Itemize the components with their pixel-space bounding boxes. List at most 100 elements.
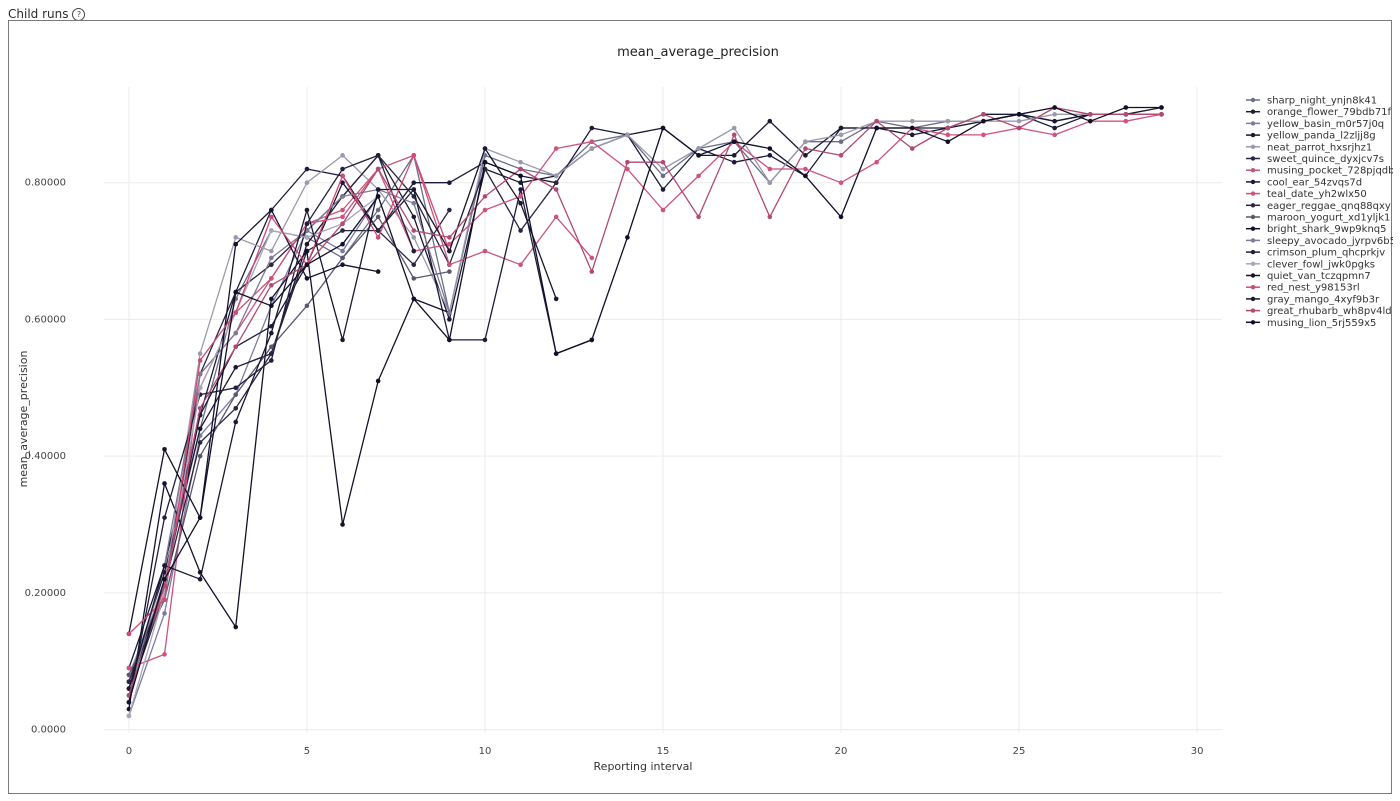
point-maroon_yogurt_xd1yljk1-5[interactable] xyxy=(304,303,310,309)
point-teal_date_yh2wlx50-15[interactable] xyxy=(660,207,666,213)
point-crimson_plum_qhcprkjv-5[interactable] xyxy=(304,221,310,227)
point-neat_parrot_hxsrjhz1-19[interactable] xyxy=(803,139,808,144)
series-line-red_nest_y98153rl[interactable] xyxy=(128,154,451,635)
point-musing_lion_5rj559x5-4[interactable] xyxy=(269,303,274,309)
point-great_rhubarb_wh8pv4ld-17[interactable] xyxy=(731,132,737,138)
point-great_rhubarb_wh8pv4ld-23[interactable] xyxy=(945,125,951,131)
point-musing_lion_5rj559x5-2[interactable] xyxy=(197,515,203,520)
point-musing_lion_5rj559x5-16[interactable] xyxy=(696,153,701,158)
point-gray_mango_4xyf9b3r-4[interactable] xyxy=(269,330,274,336)
point-teal_date_yh2wlx50-19[interactable] xyxy=(803,166,808,172)
point-musing_pocket_728pjqdb-10[interactable] xyxy=(482,248,488,254)
point-yellow_panda_l2zljj8g-9[interactable] xyxy=(447,317,452,322)
point-musing_lion_5rj559x5-8[interactable] xyxy=(411,296,417,302)
point-yellow_panda_l2zljj8g-20[interactable] xyxy=(838,125,844,131)
point-clever_fowl_jwk0pgks-2[interactable] xyxy=(197,385,203,391)
series-musing_lion_5rj559x5[interactable] xyxy=(126,105,1164,705)
point-maroon_yogurt_xd1yljk1-2[interactable] xyxy=(197,453,203,459)
point-musing_lion_5rj559x5-21[interactable] xyxy=(874,125,879,131)
point-eager_reggae_qnq88qxy-6[interactable] xyxy=(340,228,345,233)
point-maroon_yogurt_xd1yljk1-4[interactable] xyxy=(269,344,274,350)
point-great_rhubarb_wh8pv4ld-6[interactable] xyxy=(340,221,345,227)
series-sharp_night_ynjn8k41[interactable] xyxy=(126,112,1164,691)
point-maroon_yogurt_xd1yljk1-3[interactable] xyxy=(233,392,239,397)
series-yellow_panda_l2zljj8g[interactable] xyxy=(126,105,1164,685)
legend-item-crimson_plum_qhcprkjv[interactable]: crimson_plum_qhcprkjv xyxy=(1246,248,1385,259)
point-yellow_panda_l2zljj8g-8[interactable] xyxy=(411,214,417,220)
point-musing_lion_5rj559x5-24[interactable] xyxy=(981,118,986,124)
point-neat_parrot_hxsrjhz1-18[interactable] xyxy=(767,180,773,186)
point-yellow_panda_l2zljj8g-5[interactable] xyxy=(304,241,310,247)
legend-item-teal_date_yh2wlx50[interactable]: teal_date_yh2wlx50 xyxy=(1246,189,1367,200)
point-eager_reggae_qnq88qxy-8[interactable] xyxy=(411,262,417,268)
point-teal_date_yh2wlx50-11[interactable] xyxy=(518,194,523,199)
series-orange_flower_79bdb71f[interactable] xyxy=(126,112,1164,671)
series-gray_mango_4xyf9b3r[interactable] xyxy=(126,146,559,691)
point-orange_flower_79bdb71f-18[interactable] xyxy=(767,153,773,158)
point-red_nest_y98153rl-1[interactable] xyxy=(162,597,167,602)
point-gray_mango_4xyf9b3r-3[interactable] xyxy=(233,419,239,425)
point-great_rhubarb_wh8pv4ld-29[interactable] xyxy=(1159,112,1164,117)
question-circle-icon[interactable]: ? xyxy=(72,7,86,21)
point-musing_lion_5rj559x5-23[interactable] xyxy=(945,139,951,144)
point-musing_lion_5rj559x5-28[interactable] xyxy=(1123,105,1129,110)
point-sweet_quince_dyxjcv7s-11[interactable] xyxy=(518,228,523,233)
point-crimson_plum_qhcprkjv-8[interactable] xyxy=(411,248,417,254)
point-musing_lion_5rj559x5-27[interactable] xyxy=(1087,118,1093,124)
point-neat_parrot_hxsrjhz1-25[interactable] xyxy=(1016,118,1022,124)
legend-item-yellow_basin_m0r57j0q[interactable]: yellow_basin_m0r57j0q xyxy=(1246,119,1384,130)
point-musing_pocket_728pjqdb-11[interactable] xyxy=(518,262,523,268)
point-teal_date_yh2wlx50-16[interactable] xyxy=(696,173,701,179)
point-yellow_panda_l2zljj8g-19[interactable] xyxy=(803,153,808,158)
legend-item-quiet_van_tczqpmn7[interactable]: quiet_van_tczqpmn7 xyxy=(1246,271,1371,282)
point-gray_mango_4xyf9b3r-10[interactable] xyxy=(482,146,488,151)
point-sleepy_avocado_jyrpv6b5-8[interactable] xyxy=(411,200,417,206)
point-teal_date_yh2wlx50-18[interactable] xyxy=(767,166,773,172)
point-sleepy_avocado_jyrpv6b5-3[interactable] xyxy=(233,330,239,336)
point-neat_parrot_hxsrjhz1-11[interactable] xyxy=(518,159,523,165)
point-musing_lion_5rj559x5-25[interactable] xyxy=(1016,112,1022,117)
point-cool_ear_54zvqs7d-10[interactable] xyxy=(482,337,488,343)
point-teal_date_yh2wlx50-14[interactable] xyxy=(625,166,630,172)
point-gray_mango_4xyf9b3r-7[interactable] xyxy=(375,187,381,192)
legend-item-maroon_yogurt_xd1yljk1[interactable]: maroon_yogurt_xd1yljk1 xyxy=(1246,213,1390,224)
series-maroon_yogurt_xd1yljk1[interactable] xyxy=(126,214,452,678)
legend-item-neat_parrot_hxsrjhz1[interactable]: neat_parrot_hxsrjhz1 xyxy=(1246,142,1372,153)
point-teal_date_yh2wlx50-21[interactable] xyxy=(874,159,879,165)
point-musing_lion_5rj559x5-15[interactable] xyxy=(660,125,666,131)
point-teal_date_yh2wlx50-0[interactable] xyxy=(126,665,132,671)
point-musing_pocket_728pjqdb-12[interactable] xyxy=(553,214,559,220)
point-musing_pocket_728pjqdb-6[interactable] xyxy=(340,207,345,213)
point-musing_lion_5rj559x5-7[interactable] xyxy=(375,194,381,199)
point-teal_date_yh2wlx50-13[interactable] xyxy=(589,139,595,144)
point-eager_reggae_qnq88qxy-3[interactable] xyxy=(233,405,239,411)
point-great_rhubarb_wh8pv4ld-25[interactable] xyxy=(1016,125,1022,131)
legend-item-gray_mango_4xyf9b3r[interactable]: gray_mango_4xyf9b3r xyxy=(1246,294,1380,305)
point-sweet_quince_dyxjcv7s-12[interactable] xyxy=(553,180,559,186)
point-musing_lion_5rj559x5-22[interactable] xyxy=(909,125,915,131)
point-gray_mango_4xyf9b3r-6[interactable] xyxy=(340,337,345,343)
series-line-musing_lion_5rj559x5[interactable] xyxy=(128,106,1162,703)
point-great_rhubarb_wh8pv4ld-11[interactable] xyxy=(518,166,523,172)
point-maroon_yogurt_xd1yljk1-9[interactable] xyxy=(447,269,452,274)
point-teal_date_yh2wlx50-26[interactable] xyxy=(1052,132,1057,138)
point-great_rhubarb_wh8pv4ld-14[interactable] xyxy=(625,159,630,165)
legend-item-musing_pocket_728pjqdb[interactable]: musing_pocket_728pjqdb xyxy=(1246,166,1393,177)
point-great_rhubarb_wh8pv4ld-18[interactable] xyxy=(767,214,773,220)
point-teal_date_yh2wlx50-12[interactable] xyxy=(553,146,559,151)
legend-item-sharp_night_ynjn8k41[interactable]: sharp_night_ynjn8k41 xyxy=(1246,96,1377,107)
point-teal_date_yh2wlx50-1[interactable] xyxy=(162,652,167,657)
point-bright_shark_9wp9knq5-4[interactable] xyxy=(269,296,274,302)
point-great_rhubarb_wh8pv4ld-21[interactable] xyxy=(874,118,879,124)
point-neat_parrot_hxsrjhz1-22[interactable] xyxy=(909,118,915,124)
legend-item-great_rhubarb_wh8pv4ld[interactable]: great_rhubarb_wh8pv4ld xyxy=(1246,306,1392,317)
point-neat_parrot_hxsrjhz1-13[interactable] xyxy=(589,146,595,151)
point-orange_flower_79bdb71f-5[interactable] xyxy=(304,166,310,172)
point-musing_lion_5rj559x5-19[interactable] xyxy=(803,173,808,179)
point-orange_flower_79bdb71f-8[interactable] xyxy=(411,180,417,186)
point-neat_parrot_hxsrjhz1-12[interactable] xyxy=(553,173,559,179)
point-great_rhubarb_wh8pv4ld-12[interactable] xyxy=(553,187,559,192)
point-clever_fowl_jwk0pgks-4[interactable] xyxy=(269,228,274,233)
point-neat_parrot_hxsrjhz1-15[interactable] xyxy=(660,166,666,172)
series-cool_ear_54zvqs7d[interactable] xyxy=(126,180,595,691)
